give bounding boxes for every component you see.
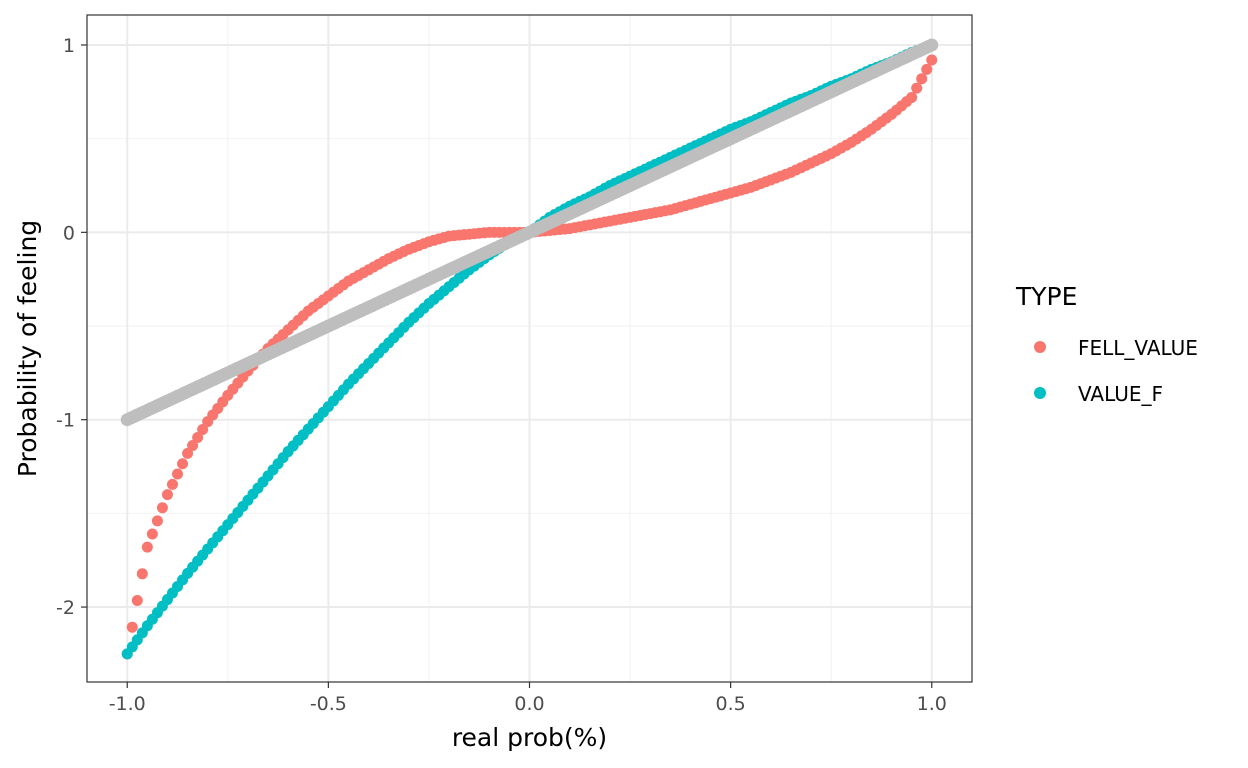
- data-point: [151, 515, 163, 527]
- legend-label-value-f: VALUE_F: [1078, 382, 1163, 406]
- data-point: [925, 38, 939, 52]
- data-point: [172, 468, 184, 480]
- y-tick-label: 1: [63, 35, 75, 57]
- data-point: [131, 595, 143, 606]
- x-tick-label: -0.5: [310, 693, 347, 715]
- data-point: [177, 458, 189, 470]
- data-point: [182, 447, 194, 459]
- data-point: [136, 568, 148, 580]
- legend: TYPE FELL_VALUE VALUE_F: [1015, 282, 1198, 406]
- y-tick-label: 0: [63, 222, 75, 244]
- x-tick-label: 0.5: [716, 693, 746, 715]
- data-point: [126, 621, 138, 633]
- data-point: [192, 432, 204, 443]
- data-point: [141, 541, 153, 553]
- x-axis-ticks: -1.0 -0.5 0.0 0.5 1.0: [109, 682, 947, 715]
- data-point: [156, 502, 168, 514]
- data-point: [146, 528, 158, 540]
- y-tick-label: -1: [56, 410, 75, 432]
- data-point: [197, 424, 209, 436]
- legend-key-fell-value: [1034, 341, 1046, 353]
- data-point: [916, 73, 928, 85]
- x-axis-title: real prob(%): [452, 723, 607, 752]
- x-tick-label: -1.0: [109, 693, 146, 715]
- data-point: [161, 489, 173, 501]
- y-axis-ticks: -2 -1 0 1: [56, 35, 87, 619]
- series-reference-line: [120, 38, 939, 427]
- legend-label-fell-value: FELL_VALUE: [1078, 336, 1198, 360]
- y-axis-title: Probability of feeling: [13, 220, 42, 477]
- data-point: [187, 439, 199, 451]
- data-point: [906, 91, 918, 103]
- data-points: [120, 38, 939, 660]
- x-tick-label: 1.0: [917, 693, 947, 715]
- data-point: [926, 54, 938, 66]
- data-point: [921, 63, 933, 75]
- x-tick-label: 0.0: [514, 693, 544, 715]
- legend-key-value-f: [1034, 387, 1046, 399]
- data-point: [166, 478, 178, 490]
- y-tick-label: -2: [56, 597, 75, 619]
- data-point: [911, 82, 923, 94]
- legend-title: TYPE: [1015, 282, 1077, 311]
